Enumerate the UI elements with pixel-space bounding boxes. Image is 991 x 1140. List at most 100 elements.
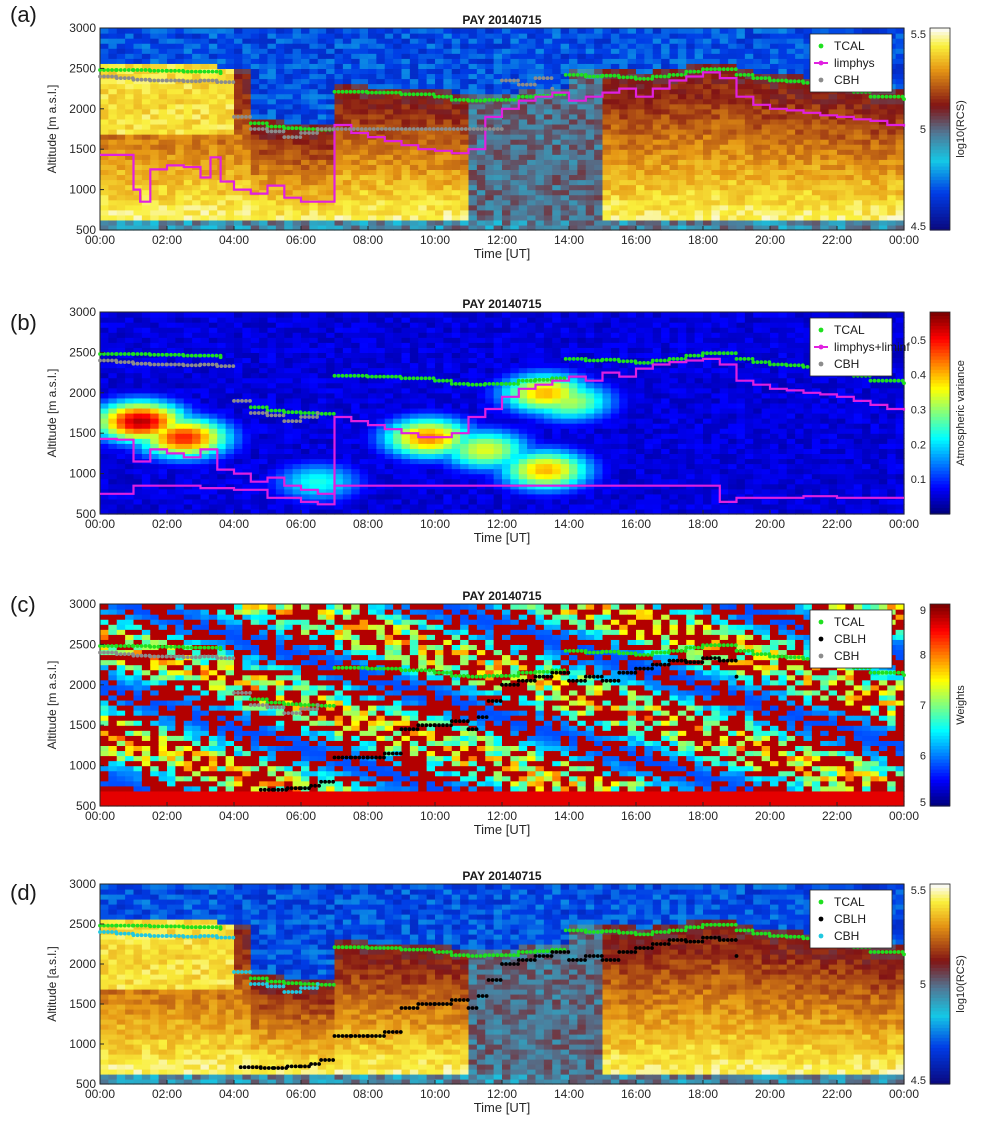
series-point — [625, 75, 630, 80]
series-point — [768, 654, 772, 659]
x-tick-label: 04:00 — [219, 233, 249, 247]
series-point — [512, 674, 516, 678]
series-point — [646, 77, 650, 81]
series-point — [315, 131, 319, 135]
series-point — [604, 73, 609, 78]
series-point — [374, 666, 378, 671]
series-point — [516, 678, 521, 683]
series-point — [709, 643, 713, 648]
y-tick-label: 2500 — [69, 345, 96, 359]
series-point — [671, 649, 676, 653]
series-point — [244, 691, 248, 695]
series-point — [232, 399, 236, 403]
series-point — [733, 658, 738, 663]
series-point — [498, 978, 503, 982]
series-point — [363, 127, 368, 131]
series-point — [281, 413, 286, 418]
series-point — [504, 78, 508, 83]
series-point — [181, 934, 186, 939]
series-point — [654, 942, 659, 946]
series-point — [382, 90, 386, 95]
series-point — [189, 934, 194, 939]
series-point — [508, 682, 512, 687]
series-point — [427, 376, 432, 381]
panel-b: 00:00 02:00 04:00 06:00 08:00 10:00 12:00 14:00… — [10, 297, 967, 545]
series-point — [524, 94, 529, 99]
series-point — [244, 115, 248, 119]
series-point — [223, 80, 228, 84]
series-point — [198, 925, 203, 930]
series-point — [419, 127, 424, 131]
series-point — [587, 674, 592, 679]
x-tick-label: 02:00 — [152, 517, 182, 531]
x-tick-label: 20:00 — [755, 233, 785, 247]
series-point — [796, 363, 801, 368]
y-tick-label: 3000 — [69, 877, 96, 891]
series-point — [118, 644, 123, 648]
panel-c: 00:00 02:00 04:00 06:00 08:00 10:00 12:00 14:00… — [10, 589, 967, 837]
series-point — [805, 365, 810, 369]
legend-marker — [818, 899, 824, 905]
series-point — [449, 674, 454, 678]
series-point — [666, 662, 671, 667]
series-point — [671, 928, 676, 933]
series-point — [478, 98, 483, 103]
series-point — [474, 674, 479, 679]
series-point — [595, 74, 600, 79]
colorbar: 0.1 0.2 0.3 0.4 0.5 Atmospheric variance — [911, 311, 967, 515]
series-point — [202, 645, 207, 650]
series-point — [533, 674, 538, 679]
series-point — [684, 925, 689, 930]
series-point — [131, 68, 136, 72]
series-point — [461, 98, 466, 102]
series-point — [122, 352, 127, 356]
series-point — [202, 78, 207, 83]
series-point — [701, 351, 705, 356]
series-point — [282, 419, 287, 423]
series-point — [177, 78, 181, 83]
series-point — [106, 923, 110, 928]
series-point — [558, 950, 563, 954]
series-point — [571, 357, 576, 361]
x-tick-label: 06:00 — [286, 517, 316, 531]
series-point — [340, 665, 345, 670]
series-point — [254, 1065, 259, 1070]
series-point — [650, 74, 655, 79]
series-point — [688, 645, 693, 650]
series-point — [165, 68, 169, 73]
series-point — [265, 705, 270, 710]
series-point — [403, 1006, 408, 1010]
series-point — [524, 378, 529, 383]
series-point — [386, 1030, 391, 1034]
series-point — [575, 357, 580, 361]
series-point — [173, 362, 177, 367]
series-point — [772, 654, 776, 659]
series-point — [336, 89, 341, 94]
series-point — [193, 934, 198, 939]
series-point — [309, 783, 313, 788]
series-point — [214, 925, 219, 930]
series-point — [169, 78, 173, 83]
series-point — [165, 362, 169, 367]
series-point — [165, 934, 169, 938]
panel-letter: (c) — [10, 592, 36, 617]
series-point — [738, 357, 743, 361]
legend-entry: limphys+liminf — [834, 340, 910, 354]
series-point — [118, 652, 123, 656]
series-point — [407, 668, 412, 673]
series-point — [102, 74, 106, 79]
series-point — [478, 382, 483, 387]
series-point — [650, 930, 655, 934]
x-tick-label: 20:00 — [755, 1087, 785, 1101]
series-point — [549, 954, 554, 958]
series-point — [252, 411, 257, 415]
series-point — [357, 1034, 362, 1038]
series-point — [370, 946, 374, 950]
series-point — [411, 92, 416, 97]
series-point — [604, 649, 609, 654]
series-point — [143, 644, 148, 648]
series-point — [313, 783, 317, 788]
series-point — [231, 80, 236, 84]
x-tick-label: 10:00 — [420, 233, 450, 247]
series-point — [331, 982, 336, 987]
